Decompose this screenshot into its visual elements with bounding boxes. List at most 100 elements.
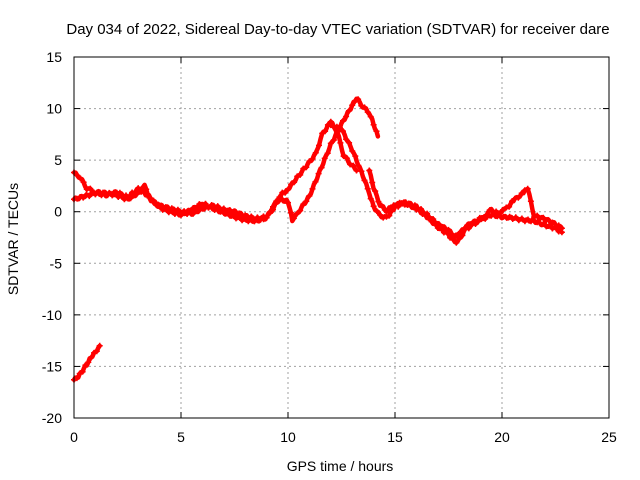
data-point-marker	[101, 191, 108, 198]
x-tick-label: 0	[70, 429, 78, 445]
data-point-marker	[367, 113, 374, 120]
data-point-marker	[135, 185, 142, 192]
data-point-marker	[303, 198, 310, 205]
y-axis-label: SDTVAR / TECUs	[5, 183, 21, 295]
y-tick-label: -10	[42, 307, 62, 323]
data-point-marker	[193, 205, 200, 211]
data-point-marker	[79, 368, 86, 375]
data-point-marker	[537, 215, 544, 222]
data-point-marker	[291, 179, 298, 186]
data-point-marker	[73, 375, 80, 382]
data-point-marker	[399, 200, 406, 207]
data-point-marker	[524, 185, 531, 192]
data-point-marker	[480, 215, 487, 222]
data-point-marker	[316, 142, 322, 149]
data-point-marker	[315, 170, 322, 177]
data-point-marker	[199, 201, 206, 208]
data-point-marker	[174, 210, 181, 217]
data-point-marker	[506, 203, 513, 210]
data-point-marker	[327, 140, 334, 147]
data-point-marker	[343, 155, 350, 162]
data-point-marker	[503, 214, 510, 221]
y-tick-label: -5	[50, 255, 63, 271]
data-point-marker	[558, 225, 565, 232]
data-point-marker	[346, 139, 353, 146]
data-point-marker	[361, 104, 368, 111]
grid-lines	[74, 57, 609, 418]
data-point-marker	[515, 194, 522, 201]
data-point-marker	[499, 206, 506, 213]
data-point-marker	[230, 212, 236, 219]
data-point-marker	[353, 167, 360, 174]
data-point-marker	[496, 210, 503, 217]
x-tick-label: 5	[177, 429, 185, 445]
data-point-marker	[87, 185, 94, 192]
data-point-marker	[552, 221, 559, 228]
data-point-marker	[248, 216, 255, 223]
data-point-marker	[454, 231, 461, 238]
data-point-marker	[290, 215, 297, 222]
data-point-marker	[346, 107, 353, 114]
x-axis-label: GPS time / hours	[287, 458, 394, 474]
data-point-marker	[82, 362, 89, 369]
data-point-marker	[233, 215, 239, 222]
data-point-marker	[340, 153, 347, 160]
data-point-marker	[147, 195, 154, 202]
data-point-marker	[297, 171, 304, 178]
x-tick-label: 20	[494, 429, 510, 445]
data-point-marker	[150, 197, 157, 204]
data-point-marker	[333, 123, 340, 130]
data-point-marker	[521, 218, 528, 225]
data-point-marker	[330, 137, 337, 143]
data-point-marker	[349, 102, 356, 109]
data-point-marker	[373, 208, 380, 215]
data-point-marker	[306, 158, 313, 165]
x-tick-labels: 0 5 10 15 20 25	[70, 429, 617, 445]
data-point-marker	[98, 192, 105, 199]
data-point-marker	[85, 359, 92, 366]
data-point-marker	[347, 161, 354, 168]
series-markers-track-d	[366, 167, 565, 240]
data-point-marker	[343, 113, 350, 120]
data-point-marker	[349, 148, 356, 154]
data-point-marker	[543, 223, 550, 230]
data-point-marker	[555, 222, 562, 229]
data-point-marker	[88, 354, 95, 361]
data-point-marker	[107, 190, 114, 197]
data-point-marker	[309, 155, 316, 162]
data-point-marker	[184, 208, 191, 215]
data-point-marker	[436, 221, 443, 228]
data-point-marker	[543, 217, 550, 224]
data-point-marker	[343, 136, 350, 143]
data-point-marker	[266, 210, 273, 217]
data-point-marker	[367, 195, 374, 202]
data-point-marker	[467, 221, 474, 228]
y-tick-label: 15	[46, 49, 62, 65]
data-point-marker	[93, 348, 100, 355]
data-point-marker	[383, 213, 390, 220]
data-point-marker	[445, 226, 452, 233]
data-point-marker	[500, 213, 507, 220]
data-point-marker	[370, 203, 377, 210]
data-point-marker	[239, 217, 246, 224]
y-tick-label: 10	[46, 101, 62, 117]
data-point-marker	[411, 202, 418, 209]
x-tick-label: 25	[601, 429, 617, 445]
data-point-marker	[80, 179, 87, 186]
data-point-marker	[378, 202, 385, 209]
y-tick-labels: -20 -15 -10 -5 0 5 10 15	[42, 49, 62, 426]
data-point-marker	[457, 228, 464, 235]
data-point-marker	[156, 203, 163, 210]
data-point-marker	[217, 208, 224, 215]
data-point-marker	[263, 214, 270, 221]
data-point-marker	[370, 121, 377, 128]
series-line-track-c	[328, 122, 565, 245]
chart-title: Day 034 of 2022, Sidereal Day-to-day VTE…	[66, 21, 609, 38]
data-point-marker	[393, 202, 400, 209]
series-line-track-d	[367, 168, 565, 240]
data-point-marker	[159, 206, 166, 213]
data-point-marker	[555, 228, 562, 235]
data-point-marker	[318, 164, 325, 171]
data-point-marker	[473, 218, 480, 225]
